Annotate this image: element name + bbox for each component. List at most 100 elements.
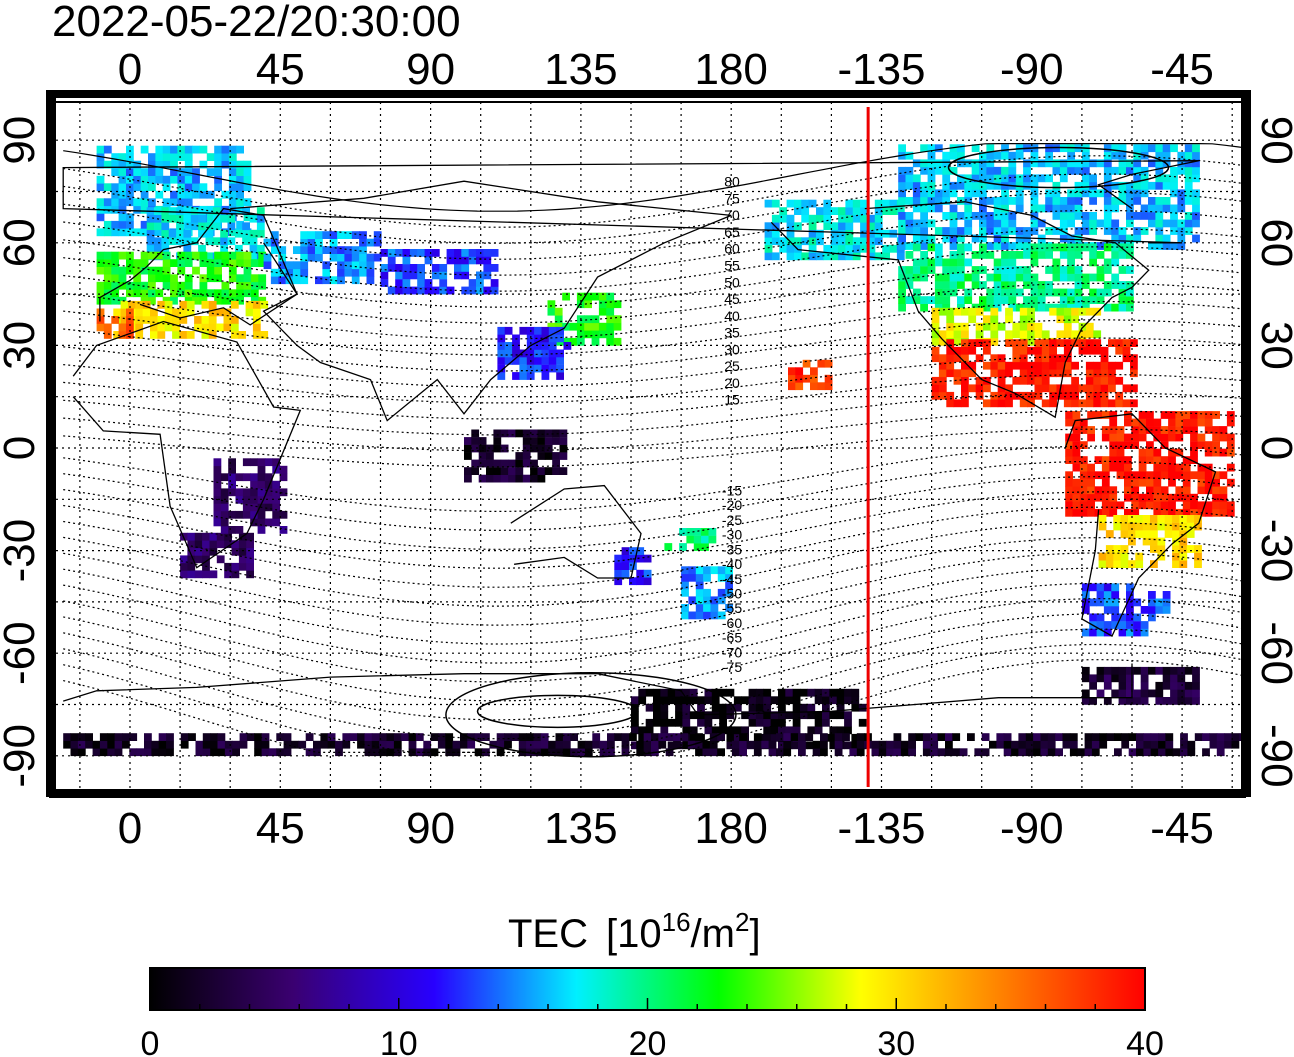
colorbar-unit-close: ] <box>749 912 760 956</box>
x-tick-label-top: 135 <box>544 45 617 94</box>
colorbar-tick-label: 30 <box>877 1025 915 1057</box>
tec-region-tasman <box>664 528 717 551</box>
contour-label: 25 <box>724 358 740 374</box>
mlat-contour <box>63 392 1245 436</box>
coastlines <box>62 160 1217 716</box>
y-tick-label-right: -30 <box>1252 519 1294 583</box>
contour-label: -65 <box>722 630 742 646</box>
y-tick-label-left: 0 <box>0 436 44 460</box>
colorbar-unit-open: [10 <box>606 912 662 956</box>
contour-label: -45 <box>722 571 742 587</box>
contour-label: -20 <box>722 497 742 513</box>
mlat-contour <box>63 428 1245 468</box>
contour-label: 40 <box>724 308 740 324</box>
colorbar-ticks: 0 10 20 30 40 <box>141 998 1164 1057</box>
colorbar-unit-exp2: 2 <box>735 907 749 937</box>
mlat-contour <box>63 521 1245 607</box>
mlat-contour <box>63 643 1245 753</box>
coastline-asia <box>230 180 732 422</box>
x-tick-label-bottom: -45 <box>1150 804 1214 853</box>
x-tick-label-bottom: -135 <box>837 804 925 853</box>
frame-bar-bottom <box>46 789 1251 797</box>
contour-label: -30 <box>722 527 742 543</box>
x-tick-label-top: -135 <box>837 45 925 94</box>
x-tick-label-bottom: 45 <box>256 804 305 853</box>
colorbar-unit-exp: 16 <box>662 907 691 937</box>
contour-label: 55 <box>724 258 740 274</box>
mlat-contour-75s <box>445 672 737 758</box>
contour-label: 30 <box>724 341 740 357</box>
y-tick-label-left: -30 <box>0 519 44 583</box>
mlat-contour <box>63 460 1245 531</box>
contour-label: -70 <box>722 644 742 660</box>
contour-label: 80 <box>724 174 740 190</box>
svg-text:TEC[1016/m2]: TEC [1016/m2] <box>508 907 761 956</box>
frame-bar-right <box>1241 90 1251 797</box>
y-tick-label-left: 90 <box>0 116 44 165</box>
contour-label: 70 <box>724 207 740 223</box>
mlat-contour <box>63 155 1245 228</box>
y-tick-label-right: 60 <box>1252 218 1294 267</box>
frame-bar-left <box>46 90 56 797</box>
axis-labels: 0045459090135135180180-135-135-90-90-45-… <box>0 45 1294 853</box>
colorbar-tick-label: 20 <box>629 1025 667 1057</box>
contour-label: -40 <box>722 556 742 572</box>
y-tick-label-right: 90 <box>1252 116 1294 165</box>
contour-label: -15 <box>722 483 742 499</box>
x-tick-label-top: 180 <box>694 45 767 94</box>
coastline-north-america <box>770 201 1150 419</box>
mlat-contour <box>63 191 1245 260</box>
coastline-africa <box>72 320 302 569</box>
contour-label: 20 <box>724 375 740 391</box>
colorbar-tick-label: 10 <box>380 1025 418 1057</box>
contour-label: -75 <box>722 659 742 675</box>
mlat-contour <box>63 659 1245 753</box>
tec-region-south-america-mid <box>1098 515 1202 568</box>
mlat-contour <box>63 143 1245 212</box>
y-tick-label-right: -60 <box>1252 621 1294 685</box>
tec-region-hawaii <box>788 359 833 391</box>
x-tick-label-top: -90 <box>1000 45 1064 94</box>
x-tick-label-bottom: 180 <box>694 804 767 853</box>
contour-label: 65 <box>724 224 740 240</box>
coastline-south-america <box>1064 413 1217 638</box>
mlat-contour <box>63 355 1245 404</box>
mlat-contour <box>63 209 1245 276</box>
colorbar-tick-label: 0 <box>141 1025 160 1057</box>
frame-bar-top <box>46 90 1251 98</box>
tec-region-new-zealand <box>681 566 733 620</box>
contour-label: 60 <box>724 241 740 257</box>
mlat-contour <box>63 319 1245 372</box>
contour-label: 35 <box>724 325 740 341</box>
mlat-contour <box>63 228 1245 292</box>
tec-region-antarctic-peninsula <box>1081 666 1200 705</box>
mlat-contour <box>63 598 1245 702</box>
mlat-contour <box>63 552 1245 645</box>
coastline-antarctica <box>63 663 1133 716</box>
tec-region-south-africa <box>180 532 254 579</box>
colorbar-title-tec: TEC <box>508 912 588 956</box>
contour-label: -60 <box>722 615 742 631</box>
contour-label: -25 <box>722 512 742 528</box>
contour-label: 50 <box>724 274 740 290</box>
contour-label: 45 <box>724 291 740 307</box>
plot-title: 2022-05-22/20:30:00 <box>52 0 461 46</box>
x-tick-label-top: 0 <box>118 45 142 94</box>
contour-label: 15 <box>724 392 740 408</box>
coastline-greenland <box>62 160 1199 244</box>
y-tick-label-left: -60 <box>0 621 44 685</box>
contour-label: -35 <box>722 541 742 557</box>
x-tick-label-bottom: -90 <box>1000 804 1064 853</box>
contour-label: -55 <box>722 600 742 616</box>
coastline-australia <box>510 484 642 579</box>
x-tick-label-top: -45 <box>1150 45 1214 94</box>
tec-region-canada <box>898 144 1200 250</box>
colorbar-title: TEC [1016/m2] <box>508 907 761 956</box>
tec-region-se-asia <box>464 429 568 483</box>
colorbar-tick-label: 40 <box>1126 1025 1164 1057</box>
mlat-contour <box>63 567 1245 664</box>
x-tick-label-bottom: 90 <box>406 804 455 853</box>
y-tick-label-left: -90 <box>0 724 44 788</box>
